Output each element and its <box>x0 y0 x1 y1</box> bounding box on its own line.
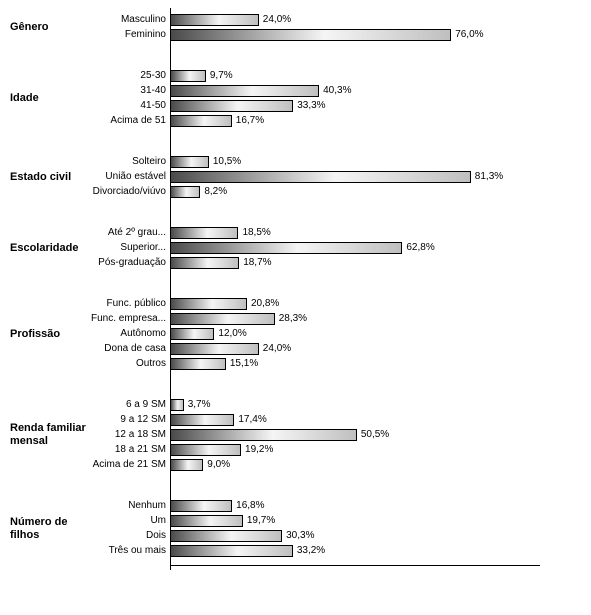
bar <box>170 186 200 198</box>
category-label: Feminino <box>125 30 166 40</box>
category-label: Dois <box>146 531 166 541</box>
bar <box>170 242 402 254</box>
bar <box>170 358 226 370</box>
bar <box>170 29 451 41</box>
category-label: Três ou mais <box>109 546 166 556</box>
value-label: 28,3% <box>279 314 307 324</box>
value-label: 24,0% <box>263 344 291 354</box>
value-label: 62,8% <box>406 243 434 253</box>
value-label: 40,3% <box>323 86 351 96</box>
value-label: 12,0% <box>218 329 246 339</box>
bar <box>170 298 247 310</box>
category-label: Divorciado/viúvo <box>93 187 166 197</box>
value-label: 33,2% <box>297 546 325 556</box>
category-label: Acima de 51 <box>110 116 166 126</box>
value-label: 18,5% <box>242 228 270 238</box>
group-label: Renda familiar mensal <box>10 422 90 448</box>
bar <box>170 444 241 456</box>
value-label: 20,8% <box>251 299 279 309</box>
value-label: 24,0% <box>263 15 291 25</box>
value-label: 33,3% <box>297 101 325 111</box>
bar <box>170 171 471 183</box>
bar <box>170 530 282 542</box>
value-label: 9,7% <box>210 71 233 81</box>
value-label: 8,2% <box>204 187 227 197</box>
category-label: Acima de 21 SM <box>93 460 166 470</box>
bar <box>170 328 214 340</box>
bar <box>170 429 357 441</box>
value-label: 16,7% <box>236 116 264 126</box>
category-label: Masculino <box>121 15 166 25</box>
bar <box>170 313 275 325</box>
y-axis <box>170 8 171 565</box>
bar <box>170 14 259 26</box>
category-label: Um <box>150 516 166 526</box>
category-label: 6 a 9 SM <box>126 400 166 410</box>
axis-tick <box>170 565 171 570</box>
category-label: Func. público <box>107 299 166 309</box>
category-label: Até 2º grau... <box>108 228 166 238</box>
value-label: 3,7% <box>188 400 211 410</box>
value-label: 9,0% <box>207 460 230 470</box>
category-label: 12 a 18 SM <box>115 430 166 440</box>
value-label: 19,7% <box>247 516 275 526</box>
bar <box>170 414 234 426</box>
category-label: Dona de casa <box>104 344 166 354</box>
category-label: 31-40 <box>140 86 166 96</box>
bar <box>170 545 293 557</box>
category-label: União estável <box>105 172 166 182</box>
bar <box>170 343 259 355</box>
bar <box>170 100 293 112</box>
category-label: 41-50 <box>140 101 166 111</box>
category-label: 9 a 12 SM <box>120 415 166 425</box>
bar <box>170 257 239 269</box>
bar <box>170 227 238 239</box>
group-label: Número de filhos <box>10 516 90 542</box>
value-label: 16,8% <box>236 501 264 511</box>
value-label: 30,3% <box>286 531 314 541</box>
bar <box>170 500 232 512</box>
bar <box>170 115 232 127</box>
value-label: 81,3% <box>475 172 503 182</box>
value-label: 76,0% <box>455 30 483 40</box>
category-label: Outros <box>136 359 166 369</box>
group-label: Estado civil <box>10 171 90 184</box>
group-label: Profissão <box>10 328 90 341</box>
bar <box>170 70 206 82</box>
value-label: 19,2% <box>245 445 273 455</box>
value-label: 15,1% <box>230 359 258 369</box>
category-label: 25-30 <box>140 71 166 81</box>
x-axis <box>170 565 540 566</box>
bar <box>170 156 209 168</box>
category-label: Func. empresa... <box>91 314 166 324</box>
bar <box>170 459 203 471</box>
bar <box>170 399 184 411</box>
value-label: 10,5% <box>213 157 241 167</box>
value-label: 50,5% <box>361 430 389 440</box>
category-label: 18 a 21 SM <box>115 445 166 455</box>
value-label: 18,7% <box>243 258 271 268</box>
group-label: Idade <box>10 92 90 105</box>
group-label: Gênero <box>10 21 90 34</box>
bar <box>170 85 319 97</box>
value-label: 17,4% <box>238 415 266 425</box>
bar <box>170 515 243 527</box>
category-label: Pós-graduação <box>98 258 166 268</box>
category-label: Solteiro <box>132 157 166 167</box>
category-label: Superior... <box>120 243 166 253</box>
category-label: Autônomo <box>120 329 166 339</box>
demographics-bar-chart: Masculino 24,0% Feminino 76,0% Gênero 25-30 9,… <box>0 0 591 615</box>
group-label: Escolaridade <box>10 242 90 255</box>
category-label: Nenhum <box>128 501 166 511</box>
